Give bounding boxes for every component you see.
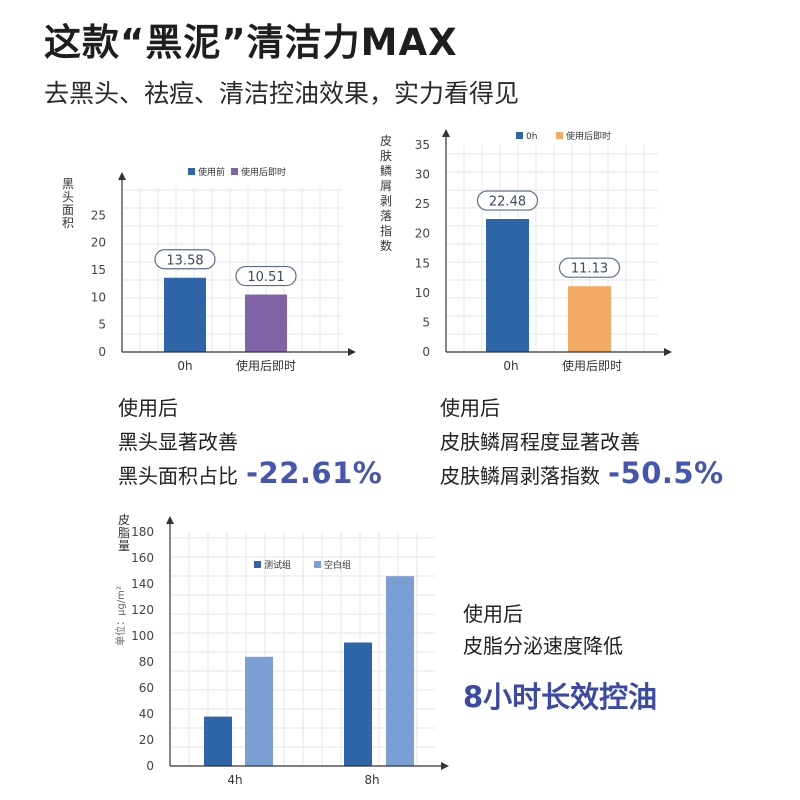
y-tick-label: 0 (146, 759, 154, 773)
page-subtitle: 去黑头、祛痘、清洁控油效果，实力看得见 (44, 79, 520, 108)
legend-swatch (556, 132, 563, 139)
y-tick-label: 30 (415, 168, 430, 182)
x-tick-label: 0h (177, 359, 192, 373)
caption-3-line1: 使用后 (463, 602, 523, 626)
caption-1-line1: 使用后 (118, 396, 178, 420)
scale-index-chart: 22.48 11.13 0 5 10 15 20 25 30 35 0h 使用后即时 0h 使用后即时 皮肤… (380, 129, 672, 373)
y-tick-label: 25 (91, 208, 106, 222)
legend-label: 使用后即时 (241, 166, 286, 178)
legend-swatch (231, 168, 238, 175)
y-axis-label-char: 量 (118, 539, 130, 553)
x-tick-label: 8h (364, 773, 379, 787)
y-axis-label-char: 脂 (118, 525, 130, 540)
y-tick-label: 20 (415, 227, 430, 241)
y-axis-label-char: 积 (62, 216, 74, 230)
y-tick-label: 5 (422, 315, 430, 329)
y-axis-arrow (166, 516, 174, 524)
y-tick-label: 20 (91, 236, 106, 250)
bar (568, 286, 611, 352)
y-tick-label: 180 (131, 525, 154, 539)
y-axis-label-char: 指 (380, 223, 392, 238)
y-tick-label: 10 (415, 286, 430, 300)
caption-1-line2: 黑头显著改善 (118, 430, 238, 454)
y-axis-label-char: 面 (62, 203, 74, 217)
caption-2-row: 皮肤鳞屑剥落指数 -50.5% (440, 456, 724, 490)
bar (344, 642, 372, 766)
caption-2-value: -50.5% (608, 456, 724, 490)
caption-2-line3: 皮肤鳞屑剥落指数 (440, 464, 600, 488)
y-tick-label: 15 (415, 256, 430, 270)
bar (386, 576, 414, 766)
x-tick-label: 使用后即时 (562, 358, 622, 373)
value-label: 10.51 (247, 270, 284, 285)
y-axis-label-char: 剥 (380, 194, 392, 208)
x-tick-label: 0h (503, 359, 518, 373)
y-tick-label: 5 (98, 318, 106, 332)
y-axis-label-char: 屑 (380, 179, 392, 193)
y-axis-arrow (118, 172, 126, 180)
y-tick-label: 0 (422, 345, 430, 359)
x-axis-arrow (664, 348, 672, 356)
legend-swatch (254, 561, 261, 568)
y-tick-label: 0 (98, 345, 106, 359)
y-tick-label: 20 (139, 733, 154, 747)
y-axis-label-char: 皮 (380, 134, 392, 148)
y-tick-label: 40 (139, 707, 154, 721)
y-tick-label: 60 (139, 681, 154, 695)
legend-label: 测试组 (264, 559, 291, 571)
bar (204, 716, 232, 766)
y-axis-label-char: 黑 (62, 177, 74, 191)
y-axis-label-char: 头 (62, 190, 74, 204)
caption-3-value: 8小时长效控油 (463, 680, 658, 714)
y-axis-label-char: 数 (380, 238, 392, 253)
x-tick-label: 4h (227, 773, 242, 787)
y-tick-label: 35 (415, 138, 430, 152)
y-tick-label: 25 (415, 197, 430, 211)
legend-label: 使用前 (198, 166, 225, 178)
legend-swatch (516, 132, 523, 139)
y-axis-label-char: 皮 (118, 513, 130, 527)
legend-swatch (314, 561, 321, 568)
value-label-pill (476, 190, 539, 211)
y-tick-label: 160 (131, 551, 154, 565)
sebum-chart: 0 20 40 60 80 100 120 140 160 180 4h 8h 测试组 空白组 皮脂量单位：… (114, 513, 449, 787)
x-tick-label: 使用后即时 (236, 358, 296, 373)
y-tick-label: 140 (131, 577, 154, 591)
value-label-pill (154, 249, 216, 270)
caption-1-line3: 黑头面积占比 (118, 464, 238, 488)
y-tick-label: 10 (91, 290, 106, 304)
legend-label: 0h (526, 132, 537, 142)
y-axis-unit: 单位：μg/m² (114, 586, 127, 646)
caption-1-value: -22.61% (246, 456, 383, 490)
y-axis-label-char: 肤 (380, 148, 392, 163)
y-tick-label: 80 (139, 655, 154, 669)
value-label: 22.48 (489, 195, 526, 210)
bar (245, 656, 273, 766)
caption-2-line1: 使用后 (440, 396, 500, 420)
bar (486, 219, 529, 352)
value-label-pill (558, 257, 621, 278)
x-axis-arrow (348, 348, 356, 356)
bar (245, 294, 287, 352)
caption-2-line2: 皮肤鳞屑程度显著改善 (440, 430, 640, 454)
y-axis-label-char: 落 (380, 209, 392, 223)
y-axis-label-char: 鳞 (380, 164, 392, 178)
y-tick-label: 120 (131, 603, 154, 617)
bar (164, 277, 206, 352)
value-label: 11.13 (571, 262, 608, 277)
y-tick-label: 15 (91, 263, 106, 277)
legend-swatch (188, 168, 195, 175)
value-label: 13.58 (166, 253, 203, 268)
x-axis-arrow (441, 762, 449, 770)
value-label-pill (235, 265, 297, 287)
page-title: 这款“黑泥”清洁力MAX (44, 21, 458, 64)
legend-label: 使用后即时 (566, 130, 611, 142)
caption-1-row: 黑头面积占比 -22.61% (118, 456, 382, 490)
y-tick-label: 100 (131, 629, 154, 643)
y-axis-arrow (442, 129, 450, 137)
caption-3-line2: 皮脂分泌速度降低 (463, 634, 623, 658)
legend-label: 空白组 (324, 559, 351, 571)
